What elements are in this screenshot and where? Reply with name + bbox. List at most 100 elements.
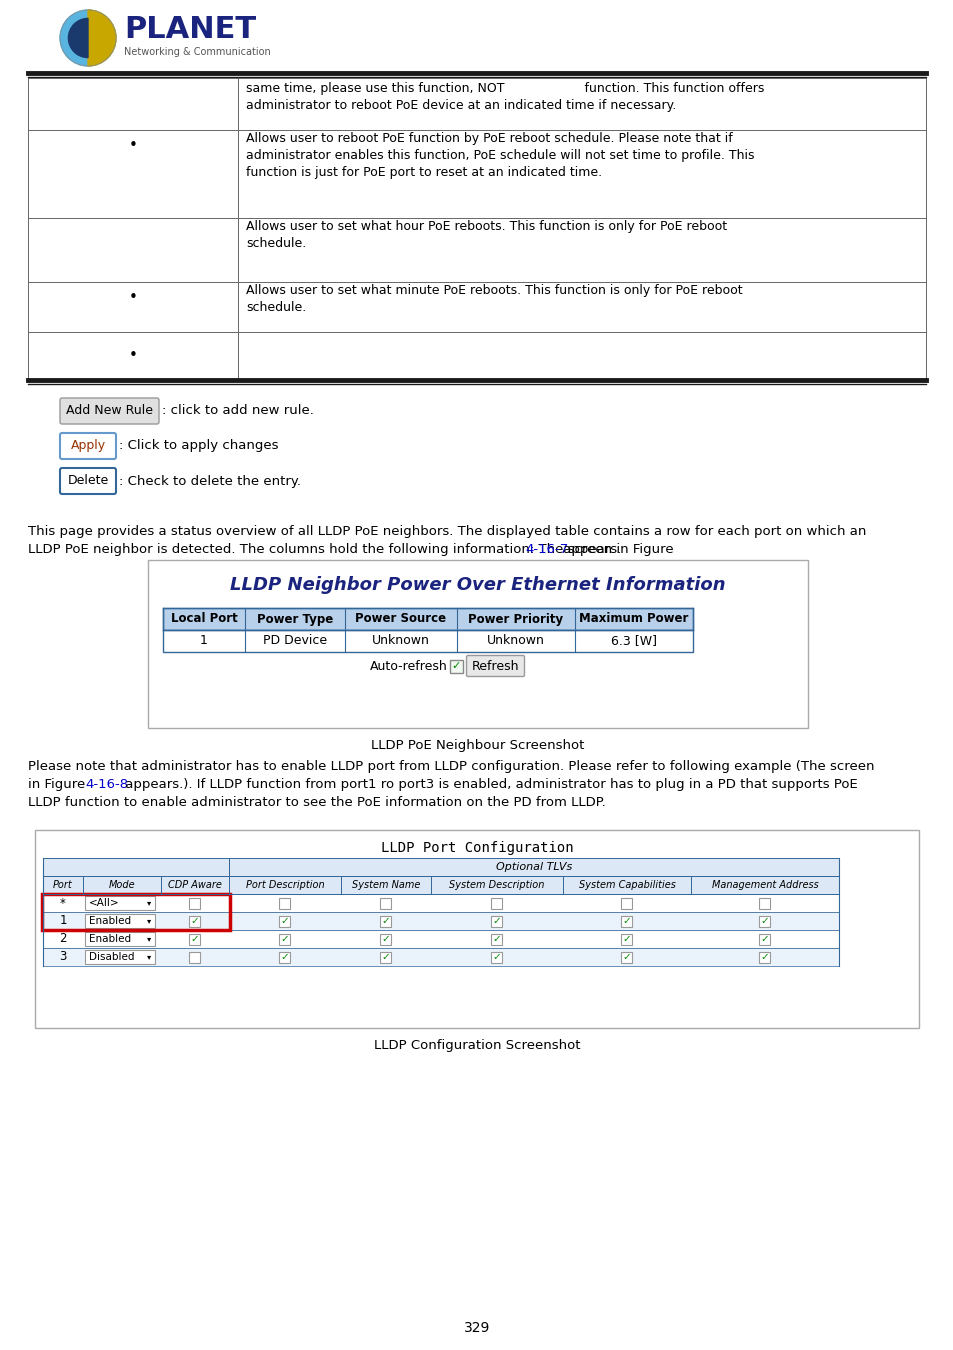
Bar — [491, 952, 502, 963]
Text: ✓: ✓ — [492, 917, 501, 926]
Text: 1: 1 — [200, 634, 208, 648]
Bar — [43, 876, 838, 894]
Text: in Figure: in Figure — [28, 778, 90, 791]
Wedge shape — [69, 19, 88, 58]
Wedge shape — [88, 9, 116, 66]
Bar — [380, 933, 391, 945]
Bar — [43, 913, 838, 930]
Text: This page provides a status overview of all LLDP PoE neighbors. The displayed ta: This page provides a status overview of … — [28, 525, 865, 539]
Text: <All>: <All> — [89, 898, 119, 909]
Bar — [620, 898, 632, 909]
Text: Allows user to set what hour PoE reboots. This function is only for PoE reboot: Allows user to set what hour PoE reboots… — [246, 220, 726, 234]
Text: Port: Port — [53, 880, 72, 890]
Text: CDP Aware: CDP Aware — [168, 880, 222, 890]
Text: Refresh: Refresh — [471, 660, 518, 672]
Bar — [380, 915, 391, 926]
Text: Enabled: Enabled — [89, 934, 131, 944]
Bar — [190, 898, 200, 909]
Bar — [43, 930, 838, 948]
Text: 4-16-8: 4-16-8 — [85, 778, 128, 791]
Bar — [759, 933, 770, 945]
Text: ✓: ✓ — [760, 934, 768, 944]
Text: 1: 1 — [59, 914, 67, 927]
Text: ✓: ✓ — [191, 917, 199, 926]
Bar — [380, 952, 391, 963]
Text: : click to add new rule.: : click to add new rule. — [162, 405, 314, 417]
Text: ✓: ✓ — [381, 934, 390, 944]
Text: 6.3 [W]: 6.3 [W] — [610, 634, 657, 648]
Text: Local Port: Local Port — [171, 613, 237, 625]
Text: Auto-refresh: Auto-refresh — [370, 660, 448, 672]
Bar — [85, 931, 154, 946]
Text: PLANET: PLANET — [124, 15, 255, 45]
Text: Enabled: Enabled — [89, 917, 131, 926]
Text: Unknown: Unknown — [372, 634, 430, 648]
Bar — [620, 933, 632, 945]
Text: 329: 329 — [463, 1322, 490, 1335]
Bar — [163, 608, 692, 630]
Text: : Check to delete the entry.: : Check to delete the entry. — [119, 474, 301, 487]
Text: appears.). If LLDP function from port1 ro port3 is enabled, administrator has to: appears.). If LLDP function from port1 r… — [121, 778, 857, 791]
Text: LLDP Configuration Screenshot: LLDP Configuration Screenshot — [374, 1040, 579, 1053]
Text: administrator to reboot PoE device at an indicated time if necessary.: administrator to reboot PoE device at an… — [246, 99, 676, 112]
Text: •: • — [129, 139, 137, 154]
Text: ✓: ✓ — [492, 952, 501, 963]
Text: ✓: ✓ — [381, 952, 390, 963]
Bar — [85, 914, 154, 927]
Text: 3: 3 — [59, 950, 67, 964]
Bar — [380, 898, 391, 909]
Text: ✓: ✓ — [760, 917, 768, 926]
Text: ✓: ✓ — [622, 952, 631, 963]
Bar — [42, 894, 230, 930]
Text: same time, please use this function, NOT                    function. This funct: same time, please use this function, NOT… — [246, 82, 763, 94]
Bar — [491, 915, 502, 926]
Text: ▾: ▾ — [147, 899, 151, 907]
Text: Disabled: Disabled — [89, 952, 134, 963]
Bar — [759, 915, 770, 926]
Bar — [279, 898, 291, 909]
Text: Port Description: Port Description — [246, 880, 324, 890]
FancyBboxPatch shape — [60, 398, 159, 424]
Text: •: • — [129, 348, 137, 363]
Text: LLDP Neighbor Power Over Ethernet Information: LLDP Neighbor Power Over Ethernet Inform… — [230, 576, 725, 594]
Text: Power Type: Power Type — [256, 613, 333, 625]
Text: Networking & Communication: Networking & Communication — [124, 47, 271, 57]
Bar — [759, 898, 770, 909]
Text: •: • — [129, 290, 137, 305]
Text: Management Address: Management Address — [711, 880, 818, 890]
Text: function is just for PoE port to reset at an indicated time.: function is just for PoE port to reset a… — [246, 166, 601, 180]
Bar — [85, 950, 154, 964]
Bar — [35, 830, 918, 1027]
Text: PD Device: PD Device — [263, 634, 327, 648]
Text: ✓: ✓ — [280, 917, 289, 926]
Text: ✓: ✓ — [280, 934, 289, 944]
Bar — [190, 933, 200, 945]
FancyBboxPatch shape — [466, 656, 524, 676]
Text: System Description: System Description — [449, 880, 544, 890]
Text: Apply: Apply — [71, 440, 106, 452]
Text: LLDP PoE neighbor is detected. The columns hold the following information: The s: LLDP PoE neighbor is detected. The colum… — [28, 543, 678, 556]
Text: ✓: ✓ — [622, 934, 631, 944]
Text: Delete: Delete — [68, 474, 109, 487]
Text: ✓: ✓ — [280, 952, 289, 963]
Text: Add New Rule: Add New Rule — [66, 405, 152, 417]
Bar — [450, 660, 462, 674]
Text: ✓: ✓ — [191, 934, 199, 944]
Text: ✓: ✓ — [492, 934, 501, 944]
Bar — [43, 948, 838, 967]
Bar — [620, 952, 632, 963]
Text: Unknown: Unknown — [487, 634, 544, 648]
Bar — [759, 952, 770, 963]
Bar — [279, 952, 291, 963]
Text: *: * — [60, 896, 66, 910]
Bar — [148, 560, 807, 728]
Bar — [229, 859, 838, 876]
Text: Please note that administrator has to enable LLDP port from LLDP configuration. : Please note that administrator has to en… — [28, 760, 874, 774]
Text: System Name: System Name — [352, 880, 419, 890]
Bar — [163, 630, 692, 652]
Bar — [620, 915, 632, 926]
Text: Mode: Mode — [109, 880, 135, 890]
Bar — [491, 933, 502, 945]
Text: LLDP function to enable administrator to see the PoE information on the PD from : LLDP function to enable administrator to… — [28, 796, 605, 809]
Text: Allows user to set what minute PoE reboots. This function is only for PoE reboot: Allows user to set what minute PoE reboo… — [246, 284, 741, 297]
